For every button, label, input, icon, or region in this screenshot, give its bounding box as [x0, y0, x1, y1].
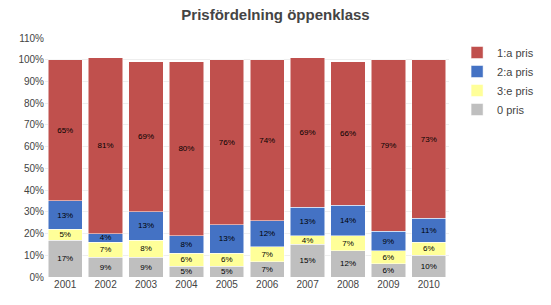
svg-text:76%: 76%: [219, 138, 235, 147]
svg-text:2005: 2005: [216, 279, 239, 290]
svg-text:8%: 8%: [140, 244, 152, 253]
svg-text:69%: 69%: [138, 132, 154, 141]
svg-text:6%: 6%: [383, 253, 395, 262]
svg-text:9%: 9%: [100, 263, 112, 272]
svg-text:7%: 7%: [261, 265, 273, 274]
svg-text:2008: 2008: [337, 279, 360, 290]
svg-text:6%: 6%: [423, 244, 435, 253]
svg-text:7%: 7%: [261, 250, 273, 259]
svg-text:81%: 81%: [98, 141, 114, 150]
svg-text:80%: 80%: [178, 144, 194, 153]
svg-text:1:a pris: 1:a pris: [497, 47, 534, 59]
svg-text:2:a pris: 2:a pris: [497, 66, 534, 78]
svg-text:13%: 13%: [138, 221, 154, 230]
svg-text:6%: 6%: [181, 255, 193, 264]
svg-text:2004: 2004: [175, 279, 198, 290]
svg-text:2010: 2010: [418, 279, 441, 290]
svg-text:79%: 79%: [380, 141, 396, 150]
svg-text:66%: 66%: [340, 129, 356, 138]
svg-text:40%: 40%: [24, 185, 44, 196]
svg-text:0%: 0%: [30, 272, 45, 283]
svg-text:9%: 9%: [140, 263, 152, 272]
svg-text:65%: 65%: [57, 126, 73, 135]
svg-text:4%: 4%: [100, 233, 112, 242]
svg-text:14%: 14%: [340, 216, 356, 225]
svg-text:17%: 17%: [57, 254, 73, 263]
svg-text:4%: 4%: [302, 236, 314, 245]
svg-text:2001: 2001: [54, 279, 77, 290]
svg-text:69%: 69%: [300, 128, 316, 137]
svg-text:73%: 73%: [421, 135, 437, 144]
svg-text:9%: 9%: [383, 237, 395, 246]
svg-text:6%: 6%: [383, 266, 395, 275]
svg-text:90%: 90%: [24, 76, 44, 87]
svg-text:60%: 60%: [24, 141, 44, 152]
svg-text:13%: 13%: [57, 211, 73, 220]
svg-text:74%: 74%: [259, 136, 275, 145]
svg-text:50%: 50%: [24, 163, 44, 174]
svg-text:6%: 6%: [221, 255, 233, 264]
svg-text:5%: 5%: [59, 230, 71, 239]
svg-text:2003: 2003: [135, 279, 158, 290]
svg-text:20%: 20%: [24, 228, 44, 239]
svg-text:2009: 2009: [377, 279, 400, 290]
svg-text:70%: 70%: [24, 119, 44, 130]
svg-text:13%: 13%: [300, 217, 316, 226]
svg-text:80%: 80%: [24, 98, 44, 109]
svg-text:110%: 110%: [19, 33, 44, 44]
svg-text:2006: 2006: [256, 279, 279, 290]
svg-text:10%: 10%: [24, 250, 44, 261]
svg-text:5%: 5%: [181, 267, 193, 276]
svg-text:30%: 30%: [24, 206, 44, 217]
svg-text:2002: 2002: [94, 279, 117, 290]
svg-text:Prisfördelning öppenklass: Prisfördelning öppenklass: [181, 6, 369, 23]
svg-text:2007: 2007: [296, 279, 319, 290]
svg-text:10%: 10%: [421, 262, 437, 271]
svg-text:5%: 5%: [221, 267, 233, 276]
svg-text:11%: 11%: [421, 226, 436, 235]
svg-text:0 pris: 0 pris: [497, 104, 524, 116]
svg-text:7%: 7%: [100, 245, 112, 254]
svg-text:12%: 12%: [340, 259, 356, 268]
svg-text:12%: 12%: [259, 229, 275, 238]
svg-text:7%: 7%: [342, 239, 354, 248]
svg-text:3:e pris: 3:e pris: [497, 85, 534, 97]
svg-text:8%: 8%: [181, 240, 193, 249]
svg-text:13%: 13%: [219, 234, 235, 243]
svg-text:100%: 100%: [18, 54, 44, 65]
svg-text:15%: 15%: [300, 256, 316, 265]
